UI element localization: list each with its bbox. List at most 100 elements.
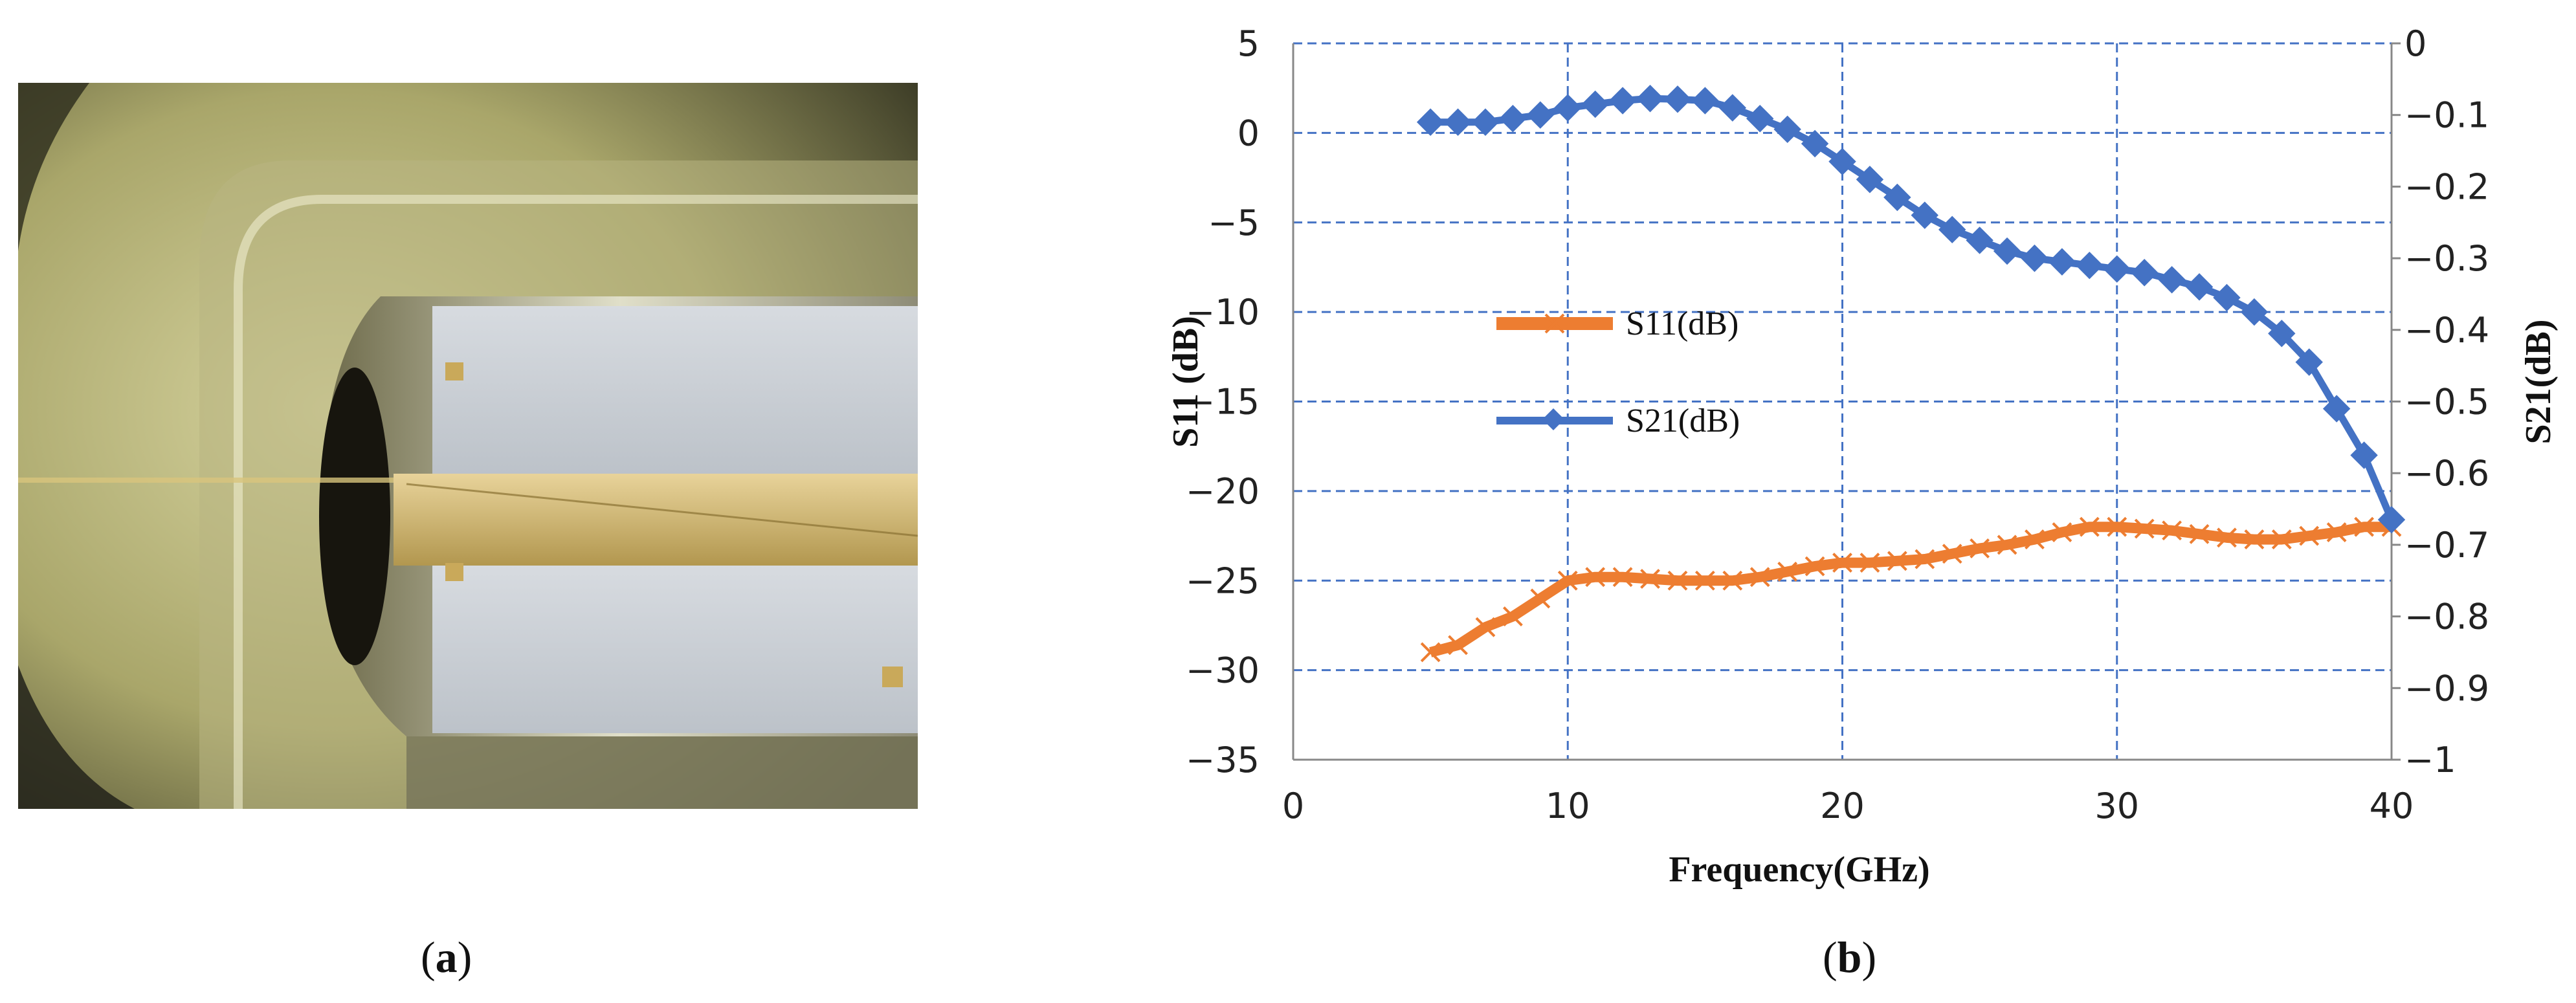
s21-point [1773,115,1801,144]
x-tick-label: 0 [1282,786,1304,826]
s21-point [2130,259,2159,287]
s21-point [1471,108,1500,136]
legend-marker-s11 [1544,313,1565,334]
y-left-tick-label: −10 [1186,292,1260,333]
y-right-tick-label: −0.6 [2404,453,2489,494]
s21-point [1938,215,1966,244]
s21-point [1608,87,1637,115]
s11-point [2189,524,2210,544]
s11-point [1860,553,1880,573]
legend-label-s21: S21(dB) [1626,402,1740,439]
connector-photo [18,83,918,809]
s21-point [1416,108,1445,136]
s11-point [1722,570,1743,591]
y-right-tick-label: −0.2 [2404,166,2489,207]
y-axis-right-title: S21(dB) [2518,320,2559,445]
y-right-tick-label: −1 [2404,740,2456,780]
s11-point [1832,553,1852,573]
s11-point [1557,570,1578,591]
x-axis-title: Frequency(GHz) [1669,850,1929,890]
caption-b: (b) [1823,932,1877,982]
x-tick-label: 20 [1820,786,1865,826]
s11-point [1915,549,1935,569]
s11-point [1585,567,1606,588]
s21-point [1636,85,1664,113]
y-right-tick-label: 0 [2404,23,2426,64]
s21-point [1993,237,2021,265]
legend-marker-s21 [1542,408,1564,430]
s21-point [1883,183,1911,212]
series-line-s11 [1429,522,2392,657]
y-left-tick-label: 0 [1238,113,1260,153]
s11-point [2299,525,2320,546]
caption-a-letter: a [435,932,458,982]
s21-point [2158,266,2186,294]
s11-point [1502,606,1523,627]
s21-point [1718,94,1747,122]
x-tick-label: 40 [2370,786,2414,826]
y-right-tick-label: −0.5 [2404,382,2489,423]
s11-point [1942,544,1962,564]
s11-point [1804,556,1825,577]
y-right-tick-label: −0.1 [2404,95,2489,136]
y-axis-left-title: S11 (dB) [1166,316,1206,448]
s21-point [1911,201,1938,229]
photo-panel [18,83,918,809]
y-left-tick-label: −20 [1186,471,1260,512]
s11-point [1970,538,1990,558]
s11-point [2162,520,2182,541]
y-right-tick-label: −0.9 [2404,668,2489,709]
s11-point [2079,516,2100,537]
s11-point [1530,588,1551,609]
s11-point [1448,635,1468,656]
s21-point [1554,94,1582,122]
s21-point [1966,226,1993,254]
s21-point [2103,255,2131,283]
s11-point [1749,567,1770,588]
y-left-tick-label: −15 [1186,382,1260,423]
chart-canvas: 5 0 −5 −10 −15 −20 −25 −30 −35 0 10 20 30 40 0 −0.1 −0.2… [1166,23,2559,890]
y-left-tick-label: 5 [1238,23,1260,64]
x-tick-label: 10 [1546,786,1590,826]
s11-point [1777,561,1798,582]
s21-point [1444,108,1472,136]
s21-point [1526,101,1555,129]
s11-point [2326,522,2347,542]
y-left-tick-label: −5 [1208,203,1260,243]
y-right-tick-label: −0.3 [2404,238,2489,279]
series-layer [1416,85,2406,663]
legend-label-s11: S11(dB) [1626,305,1738,342]
s11-point [2134,518,2155,539]
s21-point [2021,244,2049,272]
s11-point [2107,516,2127,537]
x-tick-label: 30 [2094,786,2139,826]
y-left-tick-label: −30 [1186,650,1260,691]
s11-point [2217,527,2237,548]
y-left-tick-label: −35 [1186,740,1260,780]
s11-point [2271,529,2292,550]
y-right-tick-label: −0.7 [2404,525,2489,566]
s21-point [1499,105,1527,133]
y-right-tick-label: −0.8 [2404,597,2489,637]
y-left-tick-label: −25 [1186,560,1260,601]
s11-point [2244,529,2265,550]
s11-point [1667,570,1688,591]
s21-point [2322,395,2351,423]
s21-point [2048,248,2076,276]
s11-point [1420,642,1441,663]
s11-point [1887,551,1907,571]
s21-point [2076,251,2104,280]
s11-point [2025,529,2045,550]
s11-point [1612,567,1633,588]
legend: S11(dB) S21(dB) [1496,305,1740,439]
s21-point [2295,348,2323,376]
s11-point [1640,569,1660,589]
s21-point [1663,85,1692,113]
caption-b-letter: b [1837,932,1862,982]
s11-point [1997,535,2017,555]
s11-point [1694,570,1715,591]
y-right-tick-label: −0.4 [2404,310,2489,351]
s11-point [2354,516,2374,537]
s21-point [2213,283,2241,312]
s21-point [1581,90,1609,118]
